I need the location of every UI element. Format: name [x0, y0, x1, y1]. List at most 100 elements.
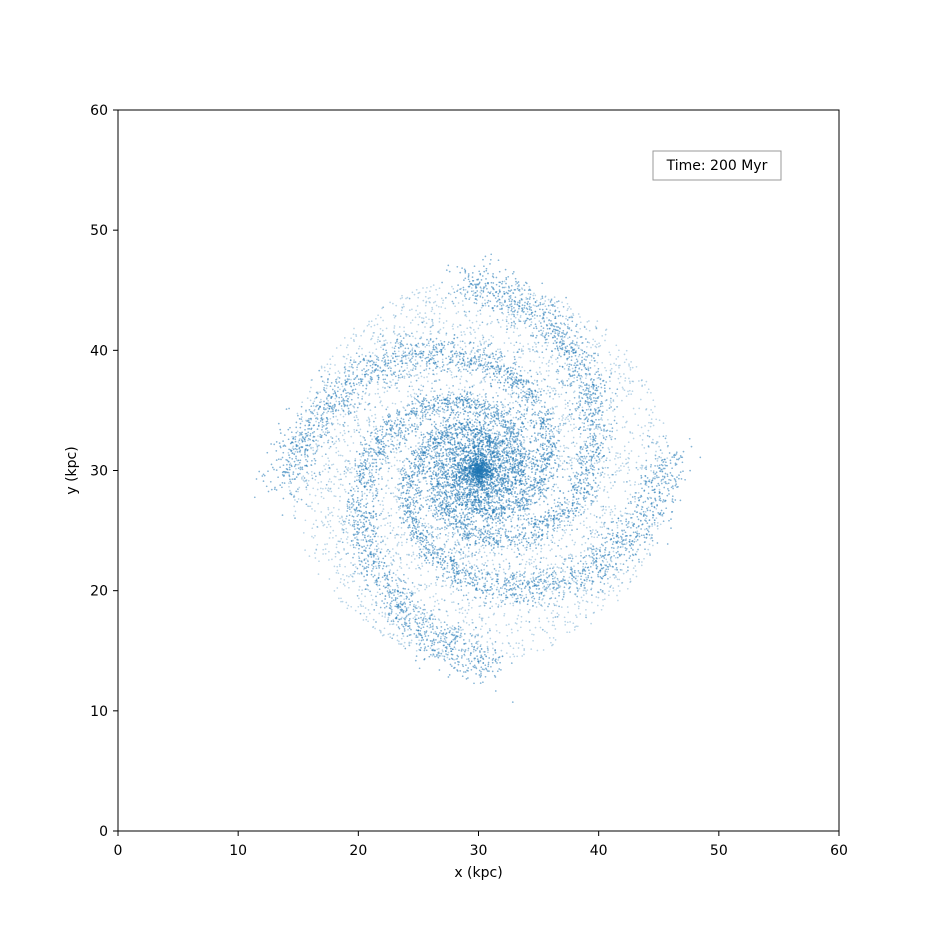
particle-point	[420, 352, 423, 354]
particle-point	[561, 528, 564, 531]
particle-point	[490, 365, 493, 368]
particle-point	[543, 516, 545, 519]
particle-point	[538, 578, 541, 581]
particle-point	[348, 378, 350, 381]
particle-point	[487, 365, 490, 368]
particle-point	[530, 309, 533, 311]
particle-point	[595, 427, 597, 429]
particle-point	[636, 539, 639, 541]
particle-point	[595, 550, 597, 552]
particle-point	[611, 529, 614, 531]
particle-point	[546, 503, 549, 506]
particle-point	[666, 494, 669, 497]
particle-point	[458, 495, 461, 498]
particle-point	[354, 419, 356, 422]
particle-point	[434, 448, 437, 450]
particle-point	[522, 527, 524, 529]
particle-point	[402, 479, 405, 482]
particle-point	[651, 523, 653, 525]
particle-point	[519, 579, 522, 582]
particle-point	[554, 347, 557, 350]
particle-point	[333, 407, 335, 409]
particle-point	[566, 379, 569, 382]
particle-point	[542, 437, 544, 439]
particle-point	[426, 445, 429, 448]
particle-point	[437, 437, 440, 440]
particle-point	[424, 447, 426, 449]
particle-point	[590, 547, 592, 550]
particle-point	[584, 573, 587, 576]
particle-point	[373, 552, 375, 555]
particle-point	[594, 402, 597, 405]
particle-point	[422, 466, 425, 469]
particle-point	[413, 533, 416, 535]
particle-point	[542, 582, 544, 585]
particle-point	[640, 474, 643, 477]
particle-point	[571, 510, 574, 512]
particle-point	[352, 371, 355, 374]
particle-point	[323, 388, 325, 391]
particle-point	[513, 315, 516, 318]
particle-point	[562, 492, 565, 494]
particle-point	[588, 579, 591, 582]
particle-point	[498, 593, 501, 596]
particle-point	[463, 268, 466, 271]
particle-point	[527, 289, 530, 292]
particle-point	[481, 572, 484, 575]
particle-point	[550, 448, 553, 451]
particle-point	[543, 389, 545, 392]
particle-point	[628, 541, 631, 543]
particle-point	[371, 474, 374, 477]
particle-point	[394, 352, 397, 355]
particle-point	[620, 520, 622, 522]
particle-point	[578, 373, 580, 375]
particle-point	[382, 378, 385, 381]
particle-point	[306, 484, 309, 487]
particle-point	[506, 596, 509, 599]
particle-point	[521, 383, 524, 386]
particle-point	[662, 435, 665, 438]
particle-point	[298, 447, 301, 450]
particle-point	[522, 390, 524, 393]
particle-point	[331, 437, 334, 439]
particle-point	[473, 425, 475, 427]
particle-point	[281, 486, 283, 489]
particle-point	[442, 572, 445, 575]
particle-point	[447, 478, 450, 481]
particle-point	[461, 502, 464, 504]
particle-point	[387, 359, 390, 362]
particle-point	[321, 421, 324, 424]
particle-point	[409, 496, 412, 499]
particle-point	[394, 382, 397, 385]
particle-point	[540, 325, 543, 328]
particle-point	[419, 517, 422, 520]
particle-point	[531, 382, 533, 384]
particle-point	[495, 444, 498, 447]
particle-point	[575, 325, 577, 327]
particle-point	[482, 336, 485, 339]
particle-point	[537, 341, 540, 344]
particle-point	[432, 549, 434, 552]
particle-point	[535, 451, 538, 454]
particle-point	[485, 267, 488, 270]
particle-point	[679, 455, 682, 457]
particle-point	[572, 441, 575, 444]
particle-point	[523, 587, 526, 589]
particle-point	[571, 571, 574, 573]
particle-point	[646, 434, 649, 437]
particle-point	[430, 534, 433, 536]
particle-point	[593, 357, 595, 359]
particle-point	[509, 543, 512, 546]
particle-point	[425, 514, 428, 517]
particle-point	[681, 456, 684, 459]
particle-point	[497, 462, 500, 465]
particle-point	[382, 435, 385, 438]
particle-point	[416, 473, 419, 476]
particle-point	[639, 512, 641, 515]
particle-point	[455, 518, 458, 521]
particle-point	[532, 420, 535, 423]
particle-point	[545, 420, 548, 422]
particle-point	[435, 556, 438, 559]
particle-point	[533, 597, 536, 600]
particle-point	[306, 460, 309, 463]
